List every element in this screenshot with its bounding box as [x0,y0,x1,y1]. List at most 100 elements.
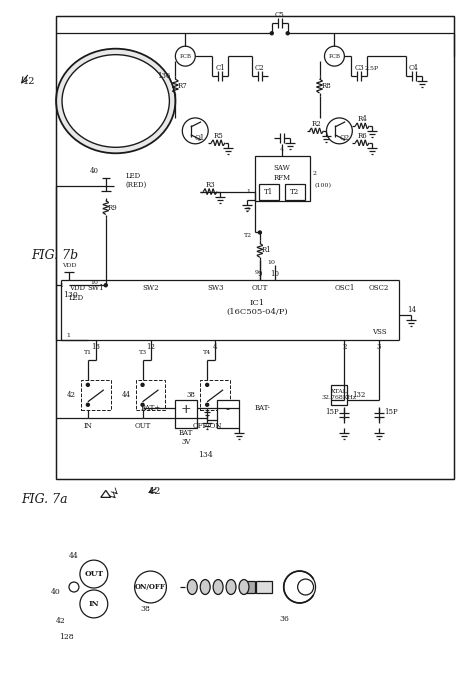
Text: 1: 1 [59,283,63,288]
Text: R9: R9 [108,204,118,211]
Circle shape [80,590,108,618]
Text: 128: 128 [59,633,73,641]
Text: OSC1: OSC1 [334,284,355,292]
Text: 10: 10 [270,270,279,278]
Text: 132: 132 [353,391,366,399]
Text: R6: R6 [357,132,367,140]
Text: 9: 9 [255,270,259,275]
Text: 2.5P: 2.5P [364,65,378,71]
Text: 44: 44 [122,391,131,399]
Text: 10: 10 [90,280,98,285]
Text: +: + [181,403,191,416]
Polygon shape [101,491,111,497]
Text: 9: 9 [257,270,262,278]
Ellipse shape [226,579,236,594]
Circle shape [141,383,144,387]
Text: C2: C2 [255,64,265,72]
Text: C1: C1 [215,64,225,72]
Text: 40: 40 [89,166,98,175]
Text: T1: T1 [264,188,273,195]
Circle shape [258,231,261,234]
Bar [136,380,165,410]
Text: 3: 3 [377,343,382,351]
Circle shape [286,32,289,35]
Text: 4: 4 [280,147,284,152]
Text: 12: 12 [23,76,36,85]
Text: (100): (100) [315,183,331,189]
Ellipse shape [187,579,197,594]
Circle shape [206,383,209,387]
Text: R1: R1 [262,246,272,255]
Text: ON/OFF: ON/OFF [135,583,166,591]
Circle shape [206,403,209,406]
Text: PCB: PCB [179,54,191,58]
Text: 2: 2 [342,343,346,351]
Ellipse shape [213,579,223,594]
Text: 14: 14 [407,306,416,314]
Text: VDD: VDD [69,284,85,292]
Ellipse shape [200,579,210,594]
Text: T1: T1 [84,350,92,356]
Bar [81,380,111,410]
Text: 40: 40 [51,588,61,596]
Text: T4: T4 [203,350,211,356]
Text: SAW: SAW [273,164,290,172]
Text: 38: 38 [141,605,150,613]
Text: R5: R5 [213,132,223,140]
Text: LED
(RED): LED (RED) [126,172,147,189]
Text: BAT+: BAT+ [140,404,161,411]
Circle shape [86,403,90,406]
Bar [175,400,197,428]
Bar [331,385,347,405]
Text: 1: 1 [246,189,250,194]
Text: 13: 13 [91,343,100,351]
Text: C4: C4 [409,64,419,72]
Text: Q2: Q2 [339,133,349,141]
Bar [200,380,230,410]
Text: -: - [226,403,230,416]
Text: FIG. 7a: FIG. 7a [21,493,68,506]
Text: 12: 12 [146,343,155,351]
Text: SW3: SW3 [207,284,223,292]
Text: 136: 136 [157,72,170,80]
Text: BAT-: BAT- [255,404,271,411]
Text: IN: IN [83,422,92,430]
Circle shape [86,383,90,387]
Bar [245,581,255,593]
Text: 12: 12 [149,487,162,496]
Text: OUT: OUT [84,570,103,578]
Text: OFF/ON: OFF/ON [192,422,222,430]
Text: PCB: PCB [328,54,340,58]
Bar [217,400,239,428]
Text: 15P: 15P [326,408,339,416]
Text: Q1: Q1 [195,133,205,141]
Text: VSS: VSS [372,328,386,336]
Text: SW2: SW2 [142,284,159,292]
Circle shape [141,403,144,406]
Bar [56,17,454,480]
Text: 2: 2 [312,171,317,176]
Text: R2: R2 [312,120,321,128]
Text: VDD: VDD [62,263,76,268]
Text: T3: T3 [138,350,146,356]
Circle shape [104,283,107,287]
Text: C3: C3 [355,64,364,72]
Bar [259,184,279,200]
Text: 130: 130 [63,291,78,299]
Ellipse shape [56,49,175,153]
Text: BAT
3V: BAT 3V [179,429,193,447]
Text: IN: IN [89,600,99,608]
Bar [285,184,305,200]
Text: R8: R8 [321,82,331,90]
Text: OUT: OUT [134,422,151,430]
Circle shape [80,560,108,588]
Bar [255,155,310,201]
Text: RFM: RFM [273,173,290,182]
Text: 134: 134 [198,451,212,458]
Circle shape [135,571,166,603]
Text: 44: 44 [69,552,79,560]
Text: 10: 10 [268,260,276,265]
Text: IC1
(16C505-04/P): IC1 (16C505-04/P) [226,299,288,316]
Ellipse shape [62,54,169,147]
Text: XTAL
32.768KHz: XTAL 32.768KHz [322,389,357,400]
